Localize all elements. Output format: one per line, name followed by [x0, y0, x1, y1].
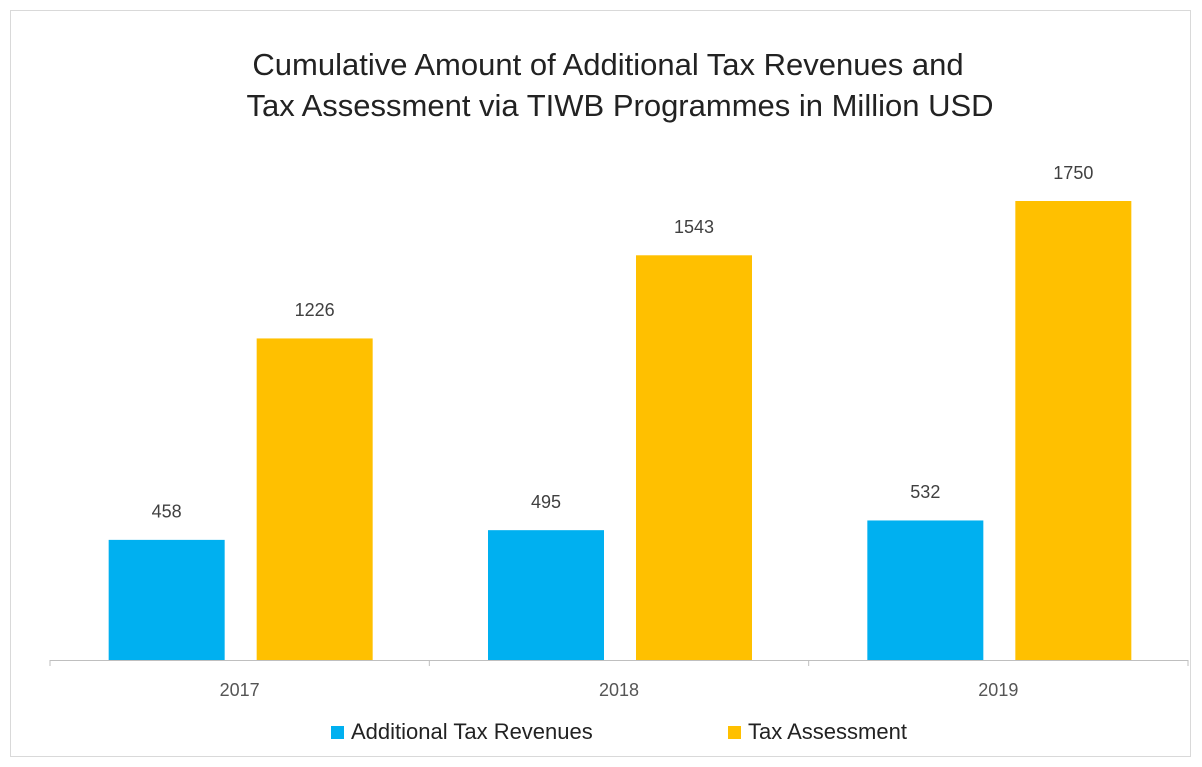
legend-label: Tax Assessment [748, 719, 907, 744]
data-label: 458 [152, 502, 182, 522]
legend-label: Additional Tax Revenues [351, 719, 593, 744]
data-label: 1750 [1053, 163, 1093, 183]
data-label: 532 [910, 482, 940, 502]
x-tick-label: 2019 [978, 680, 1018, 700]
chart-title: Cumulative Amount of Additional Tax Reve… [252, 47, 963, 82]
legend-swatch [728, 726, 741, 739]
bar [256, 338, 373, 660]
x-tick-label: 2018 [599, 680, 639, 700]
bar [108, 539, 225, 660]
data-label: 495 [531, 492, 561, 512]
x-tick-label: 2017 [220, 680, 260, 700]
bar [867, 520, 984, 660]
chart-title: Tax Assessment via TIWB Programmes in Mi… [246, 88, 993, 123]
bar [1015, 201, 1132, 660]
data-label: 1543 [674, 217, 714, 237]
bar [488, 530, 604, 660]
legend-swatch [331, 726, 344, 739]
data-label: 1226 [295, 300, 335, 320]
bar [636, 255, 752, 660]
